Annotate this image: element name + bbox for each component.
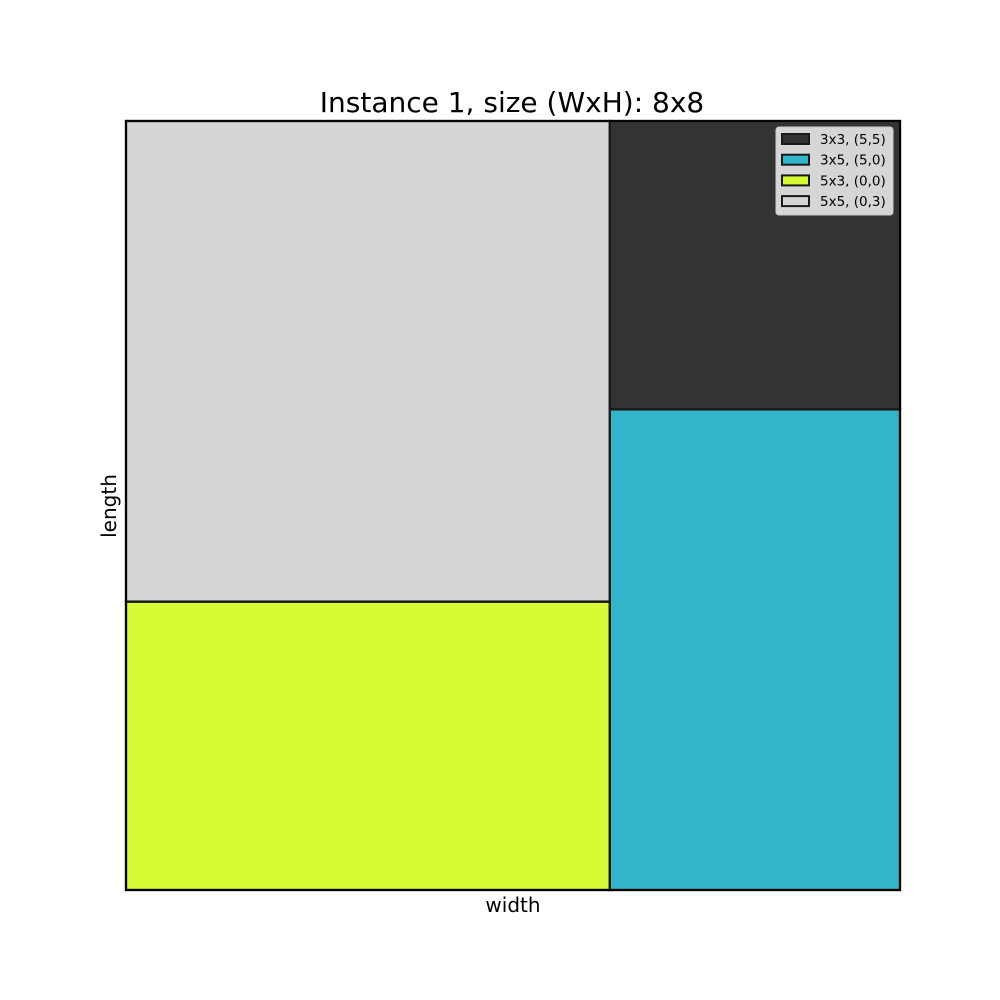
legend-swatch-1 <box>781 133 810 145</box>
legend-frame <box>775 126 894 216</box>
legend-label-4: 5x5, (0,3) <box>820 194 886 210</box>
legend: 3x3, (5,5) 3x5, (5,0) 5x3, (0,0) 5x5, (0,3) <box>775 126 894 216</box>
legend-swatch-3 <box>781 174 810 187</box>
y-axis-label: length <box>97 474 121 538</box>
legend-items: 3x3, (5,5) 3x5, (5,0) 5x3, (0,0) 5x5, (0,3) <box>781 132 886 210</box>
packed-rectangle-3 <box>124 600 611 892</box>
rectangles-layer <box>124 119 902 892</box>
x-axis-label: width <box>485 893 540 917</box>
legend-label-1: 3x3, (5,5) <box>820 132 886 148</box>
packed-rectangle-2 <box>608 408 902 892</box>
legend-label-3: 5x3, (0,0) <box>820 173 886 189</box>
chart-title: Instance 1, size (WxH): 8x8 <box>320 86 705 119</box>
legend-swatch-4 <box>781 195 810 208</box>
legend-swatch-2 <box>781 153 810 166</box>
plot-area-frame <box>125 120 901 891</box>
packed-rectangle-4 <box>124 119 611 603</box>
legend-label-2: 3x5, (5,0) <box>820 153 886 169</box>
